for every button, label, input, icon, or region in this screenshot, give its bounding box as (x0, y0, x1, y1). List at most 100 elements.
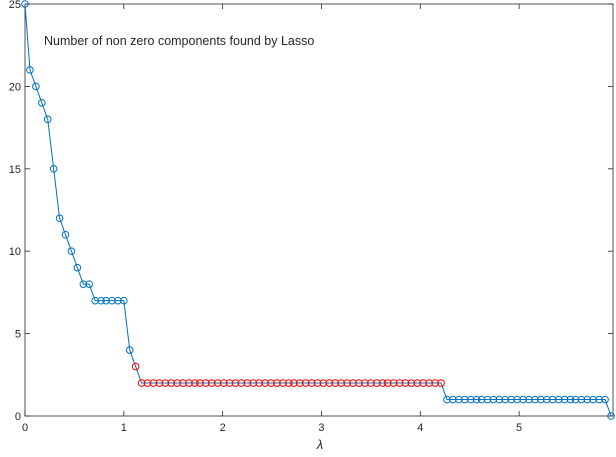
highlighted-data-point (161, 379, 170, 387)
highlighted-data-point (191, 379, 199, 387)
highlighted-data-point (307, 379, 316, 387)
y-tick-label: 15 (9, 164, 21, 176)
highlighted-data-point (331, 379, 340, 387)
highlighted-data-point (143, 379, 152, 387)
highlighted-data-point (273, 379, 281, 387)
data-point (460, 395, 469, 404)
data-point (583, 395, 592, 404)
highlighted-data-point (255, 379, 264, 387)
data-markers (21, 0, 615, 420)
data-point (55, 214, 64, 223)
highlighted-data-point (285, 379, 293, 387)
chart-annotation: Number of non zero components found by L… (44, 34, 314, 48)
data-point (601, 395, 609, 404)
data-point (38, 99, 46, 107)
highlighted-data-point (383, 379, 392, 387)
data-point (32, 82, 40, 91)
highlighted-data-point (401, 379, 410, 387)
data-point (97, 296, 105, 305)
data-point (571, 395, 580, 404)
highlighted-data-point (137, 379, 146, 387)
highlighted-data-point (407, 379, 416, 387)
highlighted-data-point (237, 379, 246, 387)
highlighted-data-point (349, 379, 357, 387)
x-tick-label: 2 (220, 422, 226, 434)
data-point (501, 395, 510, 404)
highlighted-data-point (325, 379, 334, 387)
data-point (43, 115, 52, 124)
y-tick-label: 25 (9, 0, 21, 11)
highlighted-data-point (261, 379, 269, 387)
highlighted-data-point (425, 379, 433, 387)
highlighted-data-point (373, 379, 381, 387)
highlighted-data-point (361, 379, 369, 387)
data-point (566, 395, 575, 404)
data-point (472, 395, 481, 404)
data-point (489, 395, 498, 404)
x-axis-label: λ (316, 437, 323, 452)
data-point (560, 395, 569, 404)
x-tick-label: 0 (22, 422, 28, 434)
highlighted-data-point (367, 379, 375, 387)
data-point (542, 395, 551, 404)
highlighted-data-point (301, 379, 310, 387)
highlighted-data-point (185, 379, 193, 387)
data-point (577, 395, 586, 404)
highlighted-data-point (267, 379, 275, 387)
highlighted-data-point (437, 379, 445, 387)
highlighted-data-point (243, 379, 252, 387)
highlighted-data-point (213, 379, 222, 387)
highlighted-data-point (167, 379, 176, 387)
data-point (589, 395, 598, 404)
highlighted-data-point (173, 379, 181, 387)
data-point (114, 296, 122, 305)
highlighted-data-point (196, 379, 204, 387)
data-point (537, 395, 545, 404)
data-point (466, 395, 475, 404)
highlighted-data-point (313, 379, 322, 387)
data-point (108, 296, 116, 305)
highlighted-data-point (202, 379, 210, 387)
data-point (519, 395, 527, 404)
data-point (443, 395, 451, 404)
series-line (24, 3, 612, 417)
highlighted-data-point (149, 379, 158, 387)
highlighted-data-point (419, 379, 428, 387)
highlighted-data-point (355, 379, 363, 387)
series-line-layer (24, 3, 612, 417)
data-point (85, 280, 94, 288)
x-tick-label: 1 (121, 422, 127, 434)
highlighted-data-point (337, 379, 346, 387)
highlighted-data-point (279, 379, 287, 387)
data-point (49, 165, 58, 173)
data-point (483, 395, 492, 404)
highlighted-data-point (413, 379, 422, 387)
plot-frame (24, 3, 614, 417)
data-point (61, 230, 70, 239)
data-point (26, 66, 34, 74)
plot-axes: 0 1 2 3 4 5 0 5 10 15 20 25 (9, 0, 614, 434)
data-point (67, 247, 76, 255)
data-point (554, 395, 563, 404)
data-point (73, 263, 82, 272)
highlighted-data-point (389, 379, 398, 387)
highlighted-data-point (395, 379, 404, 387)
highlighted-data-point (295, 379, 304, 387)
data-point (548, 395, 557, 404)
highlighted-data-point (378, 379, 387, 387)
data-point (455, 395, 463, 404)
y-tick-label: 20 (9, 81, 21, 93)
highlighted-data-point (343, 379, 351, 387)
x-tick-label: 3 (318, 422, 324, 434)
data-point (525, 395, 533, 404)
y-tick-label: 5 (15, 329, 21, 341)
highlighted-data-point (249, 379, 258, 387)
highlighted-data-point (225, 379, 234, 387)
data-point (507, 395, 516, 404)
data-point (477, 395, 486, 404)
data-point (79, 280, 88, 288)
x-tick-label: 5 (516, 422, 522, 434)
highlighted-data-point (431, 379, 439, 387)
highlighted-data-point (290, 379, 298, 387)
